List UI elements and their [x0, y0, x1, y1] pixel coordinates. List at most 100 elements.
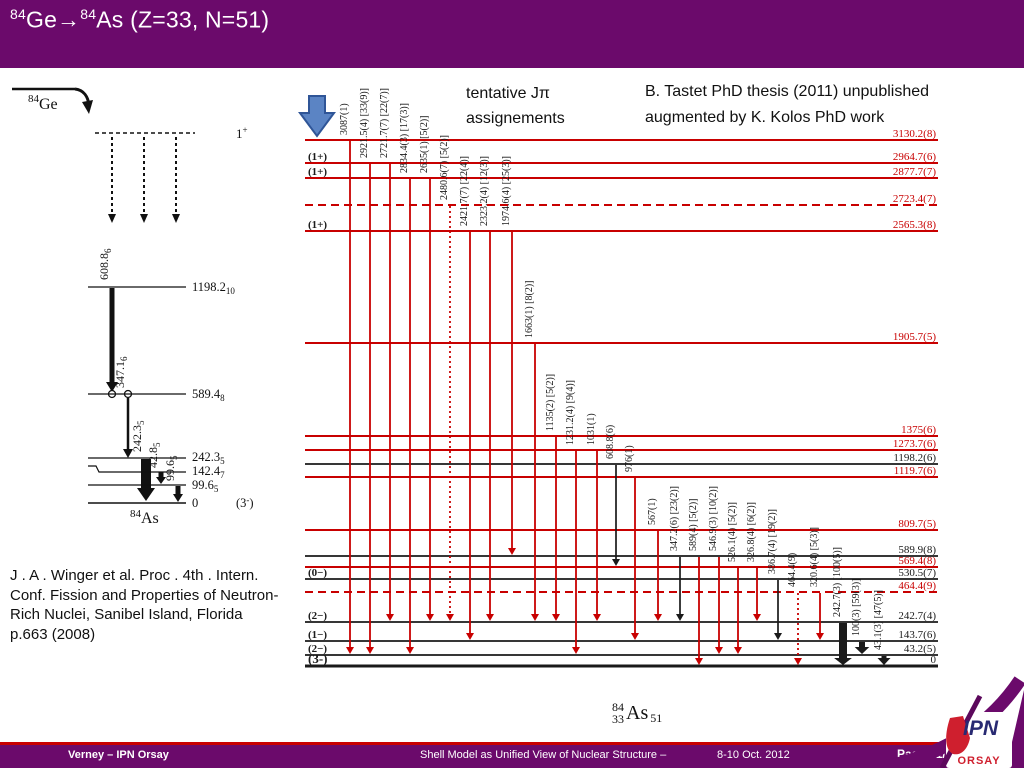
spin-label: (1+) [308, 166, 327, 178]
title-mass-2: 84 [80, 6, 97, 22]
gamma-arrowhead-42 [156, 477, 166, 484]
mass-z-stack: 84 33 [612, 701, 624, 725]
spin-label: (1+) [308, 219, 327, 231]
gamma-energy-label: 2480.6(7) [5(2)] [439, 135, 450, 200]
gamma-arrowhead-242 [137, 488, 155, 501]
gamma-arrowhead [386, 614, 394, 621]
gamma-arrowhead [753, 614, 761, 621]
gamma-energy-label: 43.1(3) [47(5)] [873, 590, 884, 650]
gamma-arrowhead [552, 614, 560, 621]
gamma-energy-label: 2323.2(4) [12(3)] [479, 156, 490, 226]
beta-feed-arrowhead [108, 214, 116, 223]
beta-feed-arrowhead [140, 214, 148, 223]
gamma-energy-label: 546.9(3) [10(2)] [708, 486, 719, 551]
gamma-arrowhead [612, 559, 620, 566]
gamma-energy-label: 1663(1) [8(2)] [524, 281, 535, 338]
gamma-energy-label: 589(4) [5(2)] [688, 499, 699, 551]
element-symbol: As [626, 701, 649, 724]
gamma-arrowhead [794, 658, 802, 665]
gamma-energy-label: 1031(1) [586, 413, 597, 445]
gamma-energy-label: 1231.2(4) [9(4)] [565, 380, 576, 445]
citation-line2: Conf. Fission and Properties of Neutron- [10, 586, 279, 604]
title-element-1: Ge [25, 6, 58, 33]
spin-label: (2−) [308, 610, 327, 622]
gamma-arrowhead [466, 633, 474, 640]
citation-line1: J . A . Winger et al. Proc . 4th . Inter… [10, 567, 259, 584]
thesis-line1: B. Tastet PhD thesis (2011) unpublished [645, 83, 930, 100]
level-energy-label: 809.7(5) [898, 518, 936, 530]
parent-nucleus-label: 84Ge [28, 93, 58, 113]
level-energy-label: 2565.3(8) [893, 219, 936, 231]
spin-label: (2−) [308, 643, 327, 655]
gamma-energy-label: 2421.7(7) [22(4)] [459, 156, 470, 226]
gamma-energy-label: 326.8(4) [6(2)] [746, 502, 757, 562]
logo-ipn-text: IPN [963, 717, 999, 740]
gamma-arrowhead [631, 633, 639, 640]
ground-level-label: 0 [192, 496, 198, 510]
tentative-line2: assignements [466, 110, 565, 127]
title-rest: As (Z=33, N=51) [96, 6, 270, 33]
level-energy-label: 2877.7(7) [893, 166, 936, 178]
gamma-label-347: 347.16 [113, 356, 129, 388]
ground-spin-label: (3-) [236, 495, 254, 510]
gamma-energy-label: 1135(2) [5(2)] [545, 374, 556, 431]
level-line-142 [88, 465, 186, 473]
gamma-energy-label: 1974.6(4) [25(3)] [501, 156, 512, 226]
level-energy-label: 0 [931, 654, 937, 666]
gamma-energy-label: 320.6(4) [5(3)] [809, 527, 820, 587]
gamma-arrowhead [406, 647, 414, 654]
gamma-label-42: 42.85 [146, 442, 162, 468]
gamma-arrowhead [715, 647, 723, 654]
gamma-arrowhead [426, 614, 434, 621]
title-mass-1: 84 [10, 6, 26, 22]
gamma-energy-label: 3087(1) [339, 103, 350, 135]
gamma-energy-label: 567(1) [647, 498, 658, 525]
gamma-energy-label: 347.2(6) [23(2)] [669, 486, 680, 551]
corner-decoration [880, 676, 1024, 768]
level-energy-label: 242.7(4) [898, 610, 936, 622]
mass-number: 84 [612, 700, 624, 714]
level-energy-label: 2723.4(7) [893, 193, 936, 205]
thesis-credit-note: B. Tastet PhD thesis (2011) unpublished … [645, 79, 929, 131]
gamma-energy-label: 464.4(9) [787, 553, 798, 587]
logo-sail-icon [946, 716, 970, 755]
gamma-arrowhead [654, 614, 662, 621]
gamma-arrowhead [695, 658, 703, 665]
gamma-arrowhead-347 [123, 449, 133, 458]
proton-number: 33 [612, 712, 624, 726]
level-label-589: 589.48 [192, 387, 225, 403]
spin-label: (1+) [308, 151, 327, 163]
neutron-number: 51 [650, 711, 663, 725]
logo-orsay-text: ORSAY [957, 755, 1001, 767]
gamma-arrowhead [774, 633, 782, 640]
gamma-label-99: 99.65 [163, 455, 179, 481]
gamma-arrowhead-608 [106, 382, 118, 392]
daughter-nucleus-label: 84 33 As 51 [612, 700, 662, 726]
level-energy-label: 530.5(7) [898, 567, 936, 579]
level-energy-label: 1905.7(5) [893, 331, 936, 343]
level-energy-label: 1119.7(6) [894, 465, 937, 477]
gamma-arrowhead [877, 658, 891, 665]
gamma-arrowhead [366, 647, 374, 654]
reference-citation: J . A . Winger et al. Proc . 4th . Inter… [10, 566, 302, 644]
level-energy-label: 569.4(8) [898, 555, 936, 567]
gamma-arrowhead [486, 614, 494, 621]
spin-label: (3-) [308, 651, 328, 666]
citation-line4: p.663 (2008) [10, 625, 96, 643]
gamma-energy-label: 2635(1) [5(2)] [419, 116, 430, 173]
slide-header: 84Ge→84As (Z=33, N=51) [0, 0, 1024, 68]
level-energy-label: 1375(6) [901, 424, 936, 436]
gamma-arrowhead [346, 647, 354, 654]
ipn-logo: IPN ORSAY [946, 712, 1012, 768]
gamma-label-242: 242.35 [130, 420, 146, 452]
gamma-arrowhead-99 [173, 494, 183, 502]
right-level-scheme: 3130.2(8) 2964.7(6) (1+) 2877.7(7) (1+) 2723.… [305, 88, 938, 668]
footer-bar: Verney – IPN Orsay Shell Model as Unifie… [0, 745, 1024, 768]
beta-feed-arrowhead [172, 214, 180, 223]
level-energy-label: 589.9(8) [898, 544, 936, 556]
gamma-energy-label: 242.7(3) [100(5)] [832, 547, 843, 617]
gamma-energy-label: 2834.4(3) [17(3)] [399, 103, 410, 173]
level-energy-label: 143.7(6) [898, 629, 936, 641]
